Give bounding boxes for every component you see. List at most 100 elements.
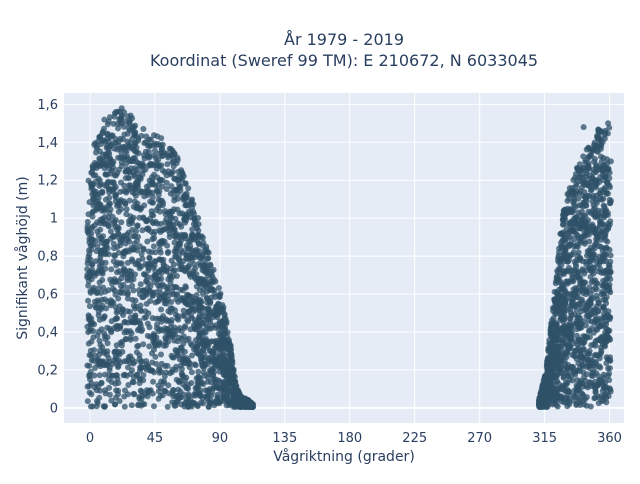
data-point <box>544 362 551 369</box>
data-point <box>88 320 95 327</box>
data-point <box>150 289 156 296</box>
data-point <box>229 357 236 364</box>
data-point <box>154 321 160 328</box>
data-point <box>209 273 216 280</box>
data-point <box>572 183 579 190</box>
data-point <box>114 259 121 266</box>
data-point <box>238 400 245 407</box>
data-point <box>204 306 211 313</box>
data-point <box>194 344 201 351</box>
data-point <box>138 388 145 395</box>
data-point <box>128 218 134 225</box>
data-point <box>593 181 600 188</box>
data-point <box>117 242 124 249</box>
data-point <box>121 182 128 189</box>
data-point <box>577 188 584 195</box>
data-point <box>574 165 581 172</box>
data-point <box>226 389 233 396</box>
data-point <box>150 220 157 227</box>
data-point <box>124 277 131 284</box>
data-point <box>144 153 151 160</box>
x-tick-label: 225 <box>402 431 427 446</box>
data-point <box>158 369 165 375</box>
data-point <box>138 359 144 366</box>
data-point <box>186 364 193 371</box>
data-point <box>164 161 171 168</box>
data-point <box>181 324 188 331</box>
data-point <box>124 236 131 243</box>
data-point <box>124 285 131 291</box>
data-point <box>587 312 594 318</box>
data-point <box>129 367 135 374</box>
data-point <box>124 130 131 137</box>
data-point <box>154 298 161 305</box>
data-point <box>592 394 599 401</box>
data-point <box>150 331 157 337</box>
data-point <box>93 387 100 394</box>
data-point <box>152 268 159 275</box>
data-point <box>570 249 577 256</box>
data-point <box>171 337 178 344</box>
data-point <box>567 315 574 322</box>
data-point <box>115 391 121 398</box>
data-point <box>95 308 102 315</box>
data-point <box>127 336 134 343</box>
data-point <box>84 362 91 369</box>
data-point <box>117 135 124 142</box>
data-point <box>161 169 168 176</box>
data-point <box>149 199 156 206</box>
data-point <box>101 165 108 172</box>
data-point <box>143 291 150 298</box>
data-point <box>88 315 95 322</box>
data-point <box>571 393 578 400</box>
data-point <box>211 338 218 345</box>
data-point <box>587 300 594 307</box>
data-point <box>94 398 100 404</box>
y-tick-label: 0,2 <box>37 363 58 378</box>
data-point <box>601 251 608 258</box>
data-point <box>108 329 115 336</box>
data-point <box>591 382 598 389</box>
data-point <box>91 372 98 379</box>
data-point <box>228 365 235 372</box>
data-point <box>556 394 562 401</box>
data-point <box>174 195 181 202</box>
data-point <box>182 283 189 290</box>
data-point <box>229 373 236 380</box>
data-point <box>128 256 135 263</box>
data-point <box>137 174 144 181</box>
data-point <box>544 368 551 375</box>
data-point <box>150 212 157 219</box>
data-point <box>189 352 195 359</box>
data-point <box>153 165 160 172</box>
data-point <box>167 190 174 197</box>
data-point <box>191 298 198 305</box>
data-point <box>140 246 147 253</box>
data-point <box>108 379 115 385</box>
data-point <box>204 255 211 262</box>
data-point <box>138 308 145 315</box>
data-point <box>90 241 96 248</box>
data-point <box>145 225 152 232</box>
data-point <box>550 315 557 322</box>
data-point <box>545 356 552 363</box>
data-point <box>90 328 97 335</box>
data-point <box>132 335 139 342</box>
data-point <box>550 389 557 396</box>
data-point <box>539 391 546 398</box>
data-point <box>590 341 597 348</box>
data-point <box>119 306 126 313</box>
data-point <box>542 378 549 384</box>
data-point <box>593 280 600 287</box>
data-point <box>215 285 222 291</box>
data-point <box>578 171 585 178</box>
data-point <box>158 327 165 334</box>
data-point <box>606 370 613 377</box>
data-point <box>182 232 189 239</box>
data-point <box>142 148 149 155</box>
data-point <box>149 359 156 366</box>
y-tick-label: 0,4 <box>37 325 58 340</box>
data-point <box>217 323 224 330</box>
data-point <box>191 361 198 368</box>
data-point <box>111 113 118 120</box>
